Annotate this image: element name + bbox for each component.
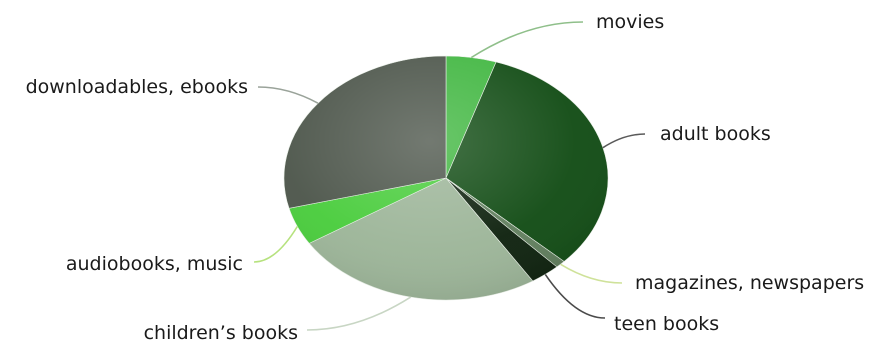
pie-slices	[283, 55, 609, 301]
leader-line	[544, 273, 606, 319]
slice-label: adult books	[660, 123, 771, 145]
leader-line	[306, 296, 412, 331]
slice-label: audiobooks, music	[66, 253, 243, 275]
slice-label: children’s books	[144, 322, 298, 341]
leader-line	[253, 226, 298, 263]
leader-line	[470, 21, 584, 59]
leader-line	[257, 86, 319, 104]
leader-lines	[253, 21, 646, 331]
slice-label: downloadables, ebooks	[26, 76, 248, 98]
slice-labels: movies adult books magazines, newspapers te…	[26, 11, 865, 344]
leader-line	[602, 133, 646, 149]
slice-label: magazines, newspapers	[635, 272, 864, 294]
slice-label: teen books	[614, 313, 719, 335]
slice-label: movies	[596, 11, 664, 33]
leader-line	[560, 263, 623, 284]
